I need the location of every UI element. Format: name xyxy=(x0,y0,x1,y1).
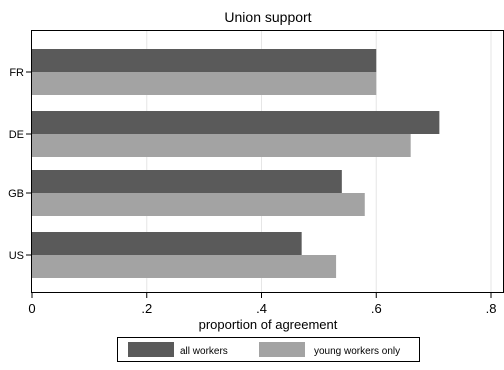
bar-us-all-workers xyxy=(32,232,302,255)
bars xyxy=(32,49,440,278)
x-tick-label: .6 xyxy=(371,301,382,316)
legend-label-all-workers: all workers xyxy=(180,346,228,357)
x-tick-label: .8 xyxy=(486,301,497,316)
bar-de-young-workers xyxy=(32,134,411,157)
chart-title: Union support xyxy=(224,9,311,25)
legend-swatch-all-workers xyxy=(128,342,174,357)
x-tick-label: 0 xyxy=(28,301,35,316)
x-tick-label: .4 xyxy=(256,301,267,316)
category-label-us: US xyxy=(9,250,24,262)
x-axis-label: proportion of agreement xyxy=(199,317,338,332)
legend-swatch-young-workers xyxy=(259,342,305,357)
bar-gb-all-workers xyxy=(32,170,342,193)
legend: all workers young workers only xyxy=(117,337,420,362)
category-label-gb: GB xyxy=(8,188,24,200)
category-labels: FR DE GB US xyxy=(8,67,32,262)
bar-fr-all-workers xyxy=(32,49,377,72)
legend-label-young-workers: young workers only xyxy=(314,346,400,357)
bar-fr-young-workers xyxy=(32,72,377,95)
category-label-fr: FR xyxy=(9,67,24,79)
category-label-de: DE xyxy=(9,129,24,141)
bar-us-young-workers xyxy=(32,255,337,278)
bar-gb-young-workers xyxy=(32,193,365,216)
x-tick-label: .2 xyxy=(141,301,152,316)
bar-de-all-workers xyxy=(32,111,440,134)
x-axis: 0 .2 .4 .6 .8 xyxy=(28,292,496,316)
